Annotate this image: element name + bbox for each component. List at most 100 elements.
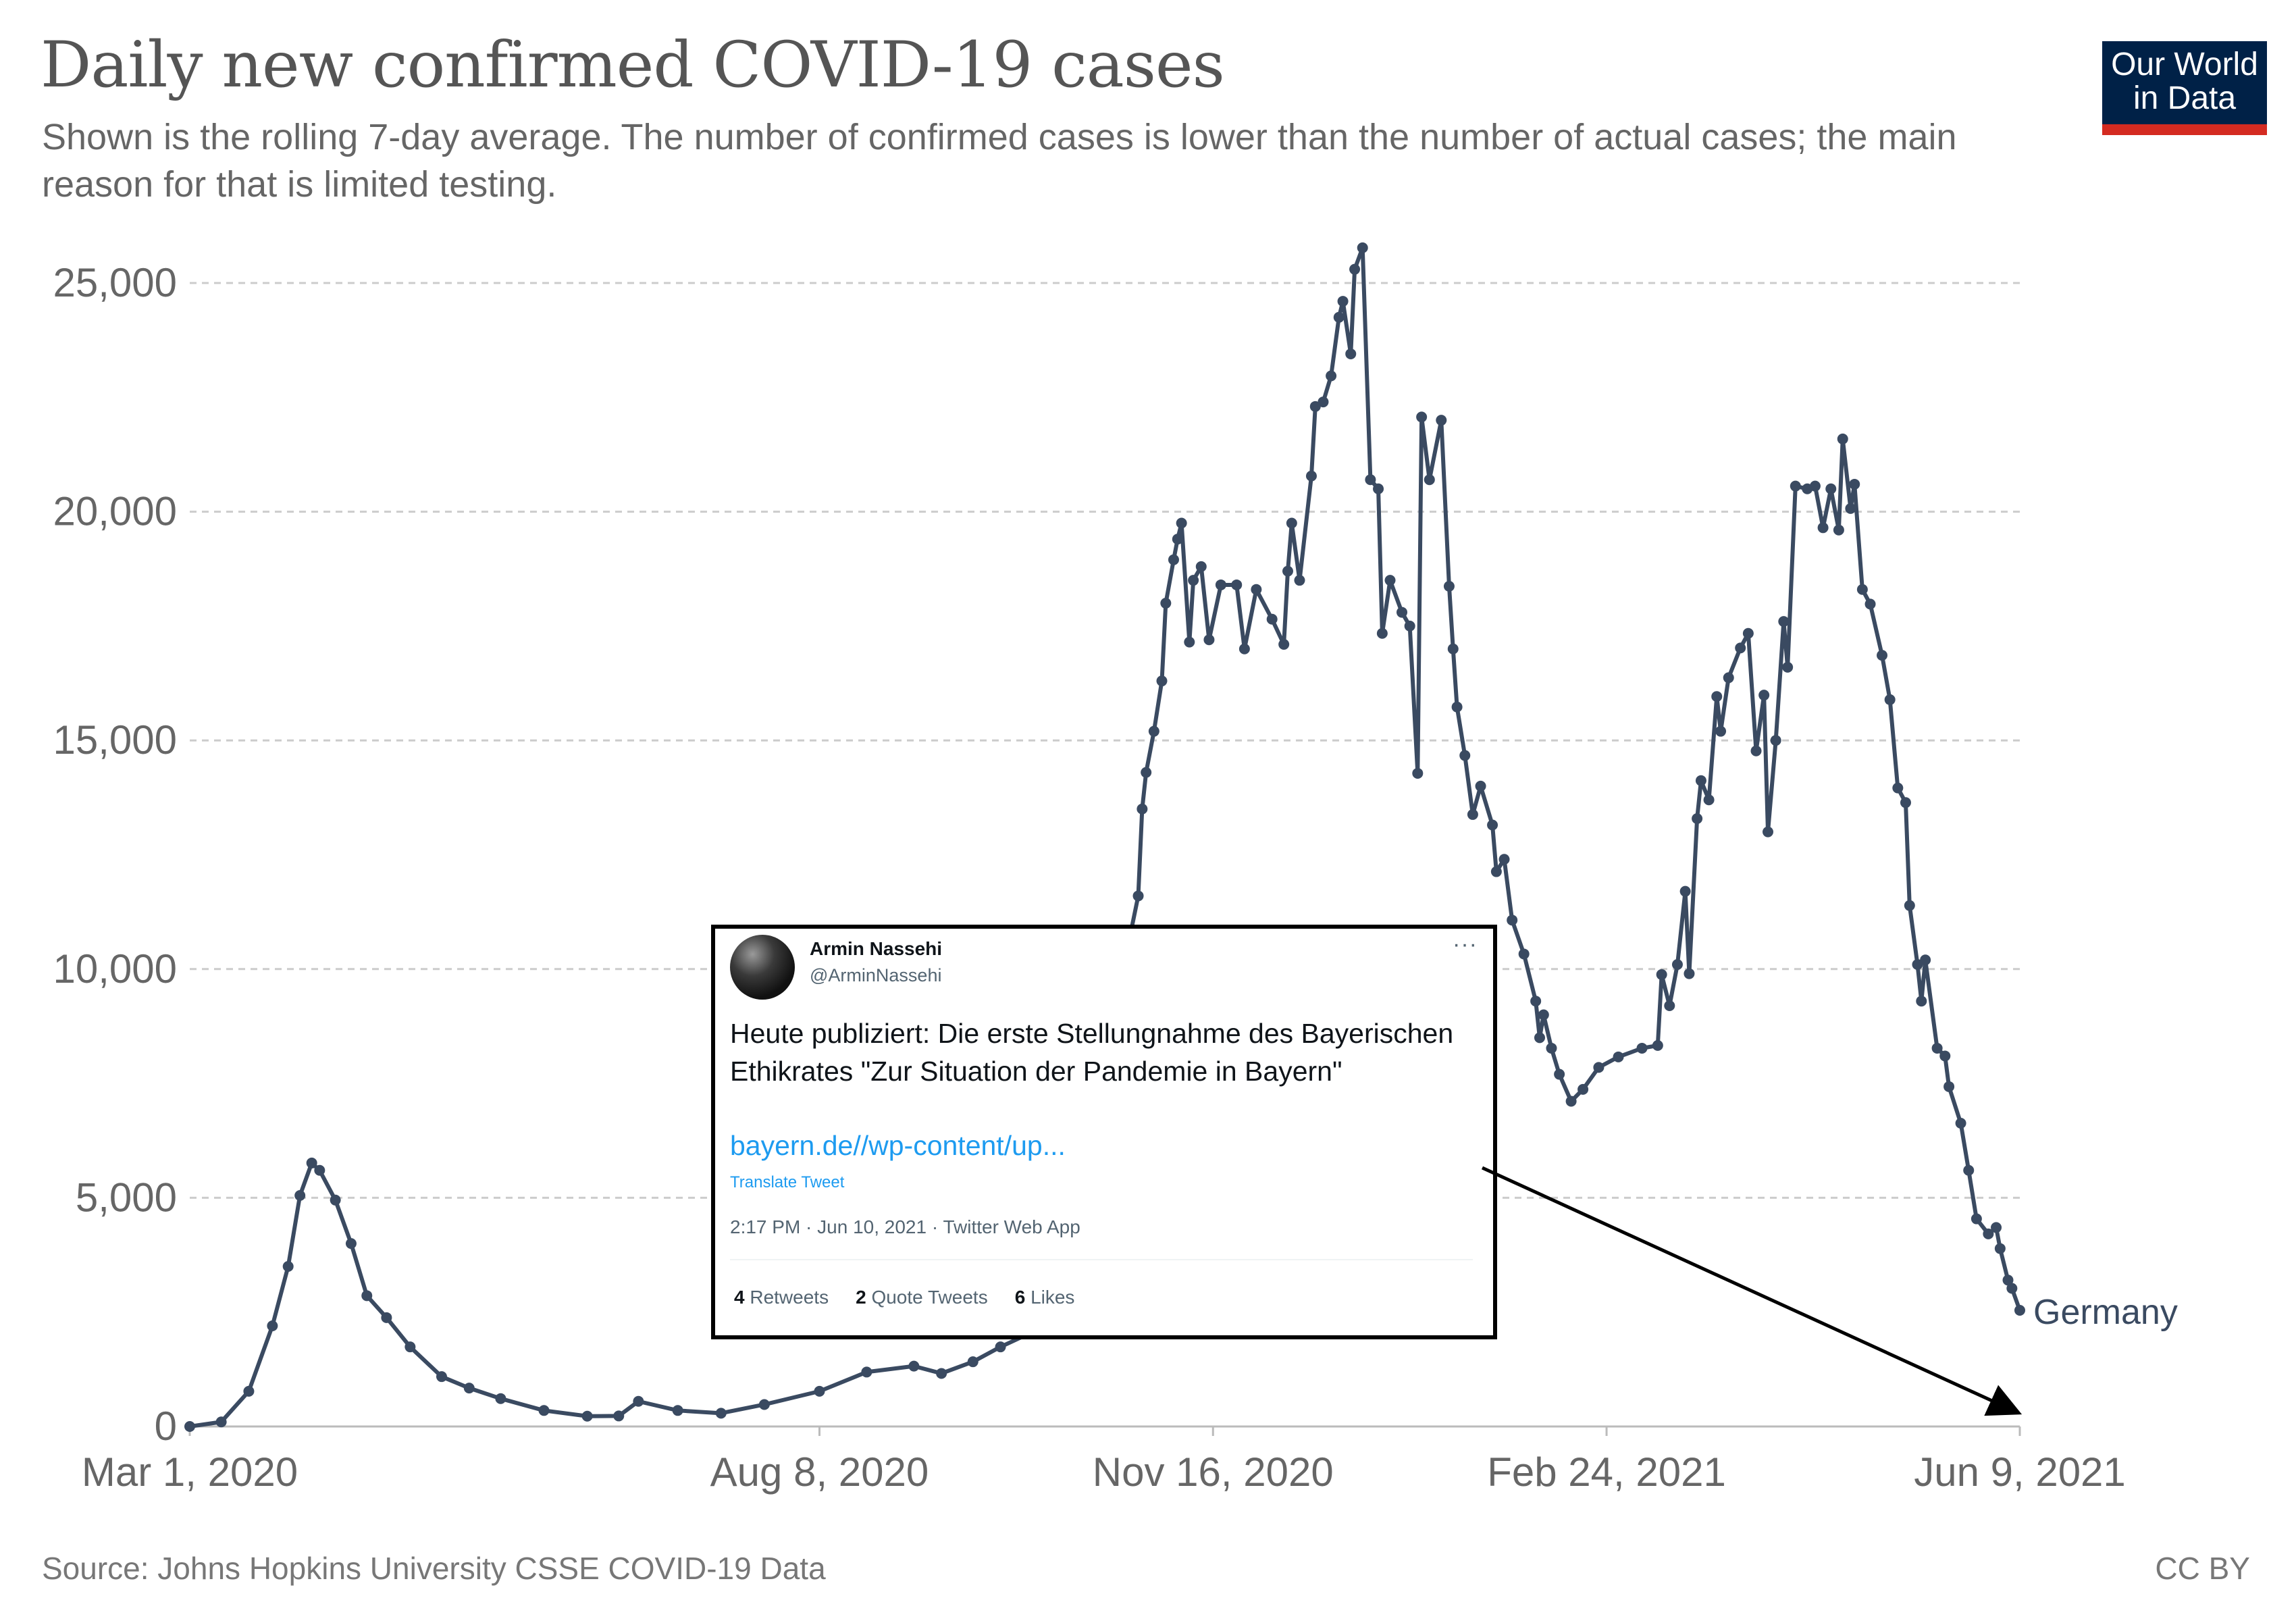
data-point bbox=[1613, 1051, 1624, 1062]
data-point bbox=[1451, 701, 1463, 713]
data-point bbox=[1939, 1050, 1951, 1062]
tweet-timestamp[interactable]: 2:17 PM · Jun 10, 2021 · Twitter Web App bbox=[730, 1216, 1080, 1237]
data-point bbox=[463, 1383, 475, 1394]
data-point bbox=[405, 1341, 416, 1353]
data-point bbox=[715, 1408, 727, 1419]
data-point bbox=[1877, 650, 1888, 661]
data-point bbox=[1782, 661, 1794, 673]
data-point bbox=[282, 1260, 294, 1272]
data-point bbox=[1490, 866, 1502, 877]
data-point bbox=[1345, 348, 1357, 359]
logo-accent-bar bbox=[2102, 124, 2267, 135]
data-point bbox=[1711, 691, 1723, 702]
data-point bbox=[1636, 1042, 1648, 1054]
quotes-label: Quote Tweets bbox=[871, 1287, 988, 1308]
data-point bbox=[1176, 517, 1187, 529]
data-point bbox=[306, 1157, 317, 1168]
data-point bbox=[1443, 580, 1455, 592]
data-point bbox=[633, 1395, 644, 1407]
data-point bbox=[1349, 263, 1361, 275]
tweet-link[interactable]: bayern.de//wp-content/up... bbox=[730, 1130, 1066, 1161]
series-label-germany: Germany bbox=[2033, 1293, 2178, 1332]
x-tick-label: Mar 1, 2020 bbox=[82, 1449, 298, 1495]
divider bbox=[730, 1259, 1473, 1260]
data-point bbox=[1357, 242, 1368, 253]
data-point bbox=[1679, 885, 1691, 897]
retweets-stat[interactable]: 4 Retweets bbox=[734, 1287, 829, 1308]
y-tick-label: 5,000 bbox=[76, 1175, 177, 1220]
owid-logo[interactable]: Our World in Data bbox=[2102, 41, 2267, 135]
data-point bbox=[1333, 311, 1345, 323]
data-point bbox=[1309, 401, 1321, 412]
tweet-author-name[interactable]: Armin Nassehi bbox=[810, 938, 943, 959]
data-point bbox=[1195, 561, 1207, 572]
data-point bbox=[1317, 396, 1329, 408]
data-point bbox=[758, 1399, 770, 1410]
data-point bbox=[1487, 819, 1498, 831]
tweet-text: Heute publiziert: Die erste Stellungnahm… bbox=[730, 1018, 1454, 1087]
data-point bbox=[1554, 1069, 1565, 1080]
data-point bbox=[1397, 607, 1408, 618]
data-point bbox=[1790, 480, 1801, 492]
data-point bbox=[1684, 968, 1695, 979]
x-tick-label: Feb 24, 2021 bbox=[1487, 1449, 1726, 1495]
data-point bbox=[1412, 767, 1424, 779]
data-point bbox=[1723, 672, 1734, 684]
source-note[interactable]: Source: Johns Hopkins University CSSE CO… bbox=[42, 1551, 826, 1586]
tweet-card[interactable]: Armin Nassehi @ArminNassehi ··· Heute pu… bbox=[711, 925, 1497, 1339]
data-point bbox=[1160, 598, 1172, 609]
data-point bbox=[314, 1164, 325, 1176]
data-point bbox=[1231, 579, 1243, 590]
data-point bbox=[1447, 643, 1459, 654]
likes-label: Likes bbox=[1030, 1287, 1075, 1308]
data-point bbox=[861, 1366, 872, 1378]
data-point bbox=[1703, 794, 1715, 806]
data-point bbox=[613, 1410, 625, 1422]
y-axis: 0 5,000 10,000 15,000 20,000 25,000 bbox=[53, 260, 177, 1449]
data-point bbox=[1141, 767, 1152, 778]
data-point bbox=[1518, 948, 1530, 960]
data-point bbox=[1763, 826, 1774, 838]
data-point bbox=[1373, 483, 1384, 494]
data-point bbox=[1750, 745, 1762, 756]
data-point bbox=[361, 1290, 373, 1302]
data-point bbox=[1652, 1039, 1663, 1051]
data-point bbox=[1715, 725, 1727, 737]
data-point bbox=[1459, 750, 1471, 761]
data-point bbox=[1436, 415, 1447, 426]
data-point bbox=[1931, 1042, 1943, 1054]
translate-tweet-link[interactable]: Translate Tweet bbox=[730, 1173, 845, 1191]
tweet-author-handle[interactable]: @ArminNassehi bbox=[810, 965, 942, 985]
x-tick-label: Aug 8, 2020 bbox=[710, 1449, 929, 1495]
data-point bbox=[1168, 554, 1179, 565]
data-point bbox=[294, 1190, 306, 1202]
license-link[interactable]: CC BY bbox=[2155, 1551, 2250, 1586]
data-point bbox=[1538, 1009, 1549, 1021]
data-point bbox=[2006, 1283, 2018, 1294]
data-point bbox=[1565, 1096, 1577, 1107]
data-point bbox=[1943, 1081, 1955, 1092]
retweets-count: 4 bbox=[734, 1287, 745, 1308]
quote-tweets-stat[interactable]: 2 Quote Tweets bbox=[856, 1287, 988, 1308]
data-point bbox=[1416, 411, 1428, 423]
data-point bbox=[495, 1393, 506, 1404]
data-point bbox=[1864, 598, 1876, 610]
y-tick-label: 25,000 bbox=[53, 260, 177, 305]
logo-line-1: Our World bbox=[2111, 47, 2258, 82]
data-point bbox=[814, 1385, 825, 1397]
chart-subtitle: Shown is the rolling 7-day average. The … bbox=[42, 117, 1957, 205]
data-point bbox=[1404, 620, 1415, 632]
data-point bbox=[184, 1421, 195, 1432]
data-point bbox=[1963, 1164, 1975, 1176]
likes-stat[interactable]: 6 Likes bbox=[1015, 1287, 1075, 1308]
data-point bbox=[1534, 1032, 1545, 1044]
more-options-icon[interactable]: ··· bbox=[1453, 931, 1478, 957]
data-point bbox=[1742, 627, 1754, 639]
data-point bbox=[1809, 480, 1821, 492]
data-point bbox=[936, 1368, 947, 1379]
data-point bbox=[672, 1405, 683, 1416]
data-point bbox=[330, 1194, 341, 1206]
data-point bbox=[436, 1371, 447, 1383]
avatar[interactable] bbox=[730, 935, 795, 1000]
x-tick-label: Jun 9, 2021 bbox=[1914, 1449, 2126, 1495]
